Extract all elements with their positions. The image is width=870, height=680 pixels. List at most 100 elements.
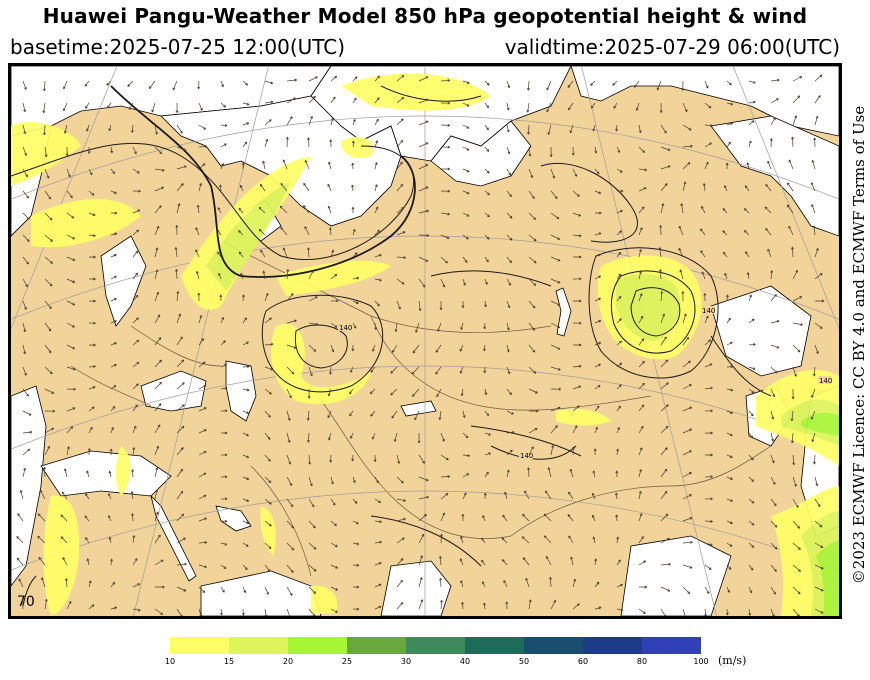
wind-arrow: [217, 251, 222, 258]
wind-arrow: [330, 96, 336, 104]
wind-arrow: [567, 514, 574, 522]
wind-arrow: [396, 602, 404, 610]
wind-arrow: [638, 469, 642, 478]
wind-arrow: [329, 366, 332, 375]
wind-arrow: [374, 520, 382, 524]
wind-arrow: [329, 139, 333, 148]
wind-arrow: [682, 384, 692, 390]
wind-arrow: [303, 205, 310, 214]
wind-arrow: [17, 513, 24, 522]
wind-arrow: [550, 445, 555, 456]
wind-arrow: [242, 102, 250, 106]
wind-arrow: [638, 206, 645, 214]
wind-arrow: [594, 232, 602, 236]
wind-arrow: [264, 388, 272, 395]
wind-arrow: [307, 137, 310, 148]
wind-arrow: [22, 388, 29, 397]
wind-arrow: [242, 520, 250, 525]
wind-arrow: [154, 381, 162, 390]
wind-arrow: [131, 469, 135, 478]
wind-arrow: [484, 452, 491, 456]
wind-arrow: [241, 608, 245, 616]
wind-arrow: [525, 577, 530, 588]
wind-arrow: [660, 165, 671, 170]
wind-arrow: [682, 102, 688, 113]
wind-arrow: [616, 427, 620, 434]
wind-arrow: [241, 162, 245, 170]
wind-arrow: [44, 388, 55, 394]
wind-arrow: [44, 366, 53, 375]
wind-arrow: [412, 344, 420, 354]
wind-arrow: [590, 102, 596, 109]
wind-arrow: [286, 366, 295, 375]
wind-arrow: [110, 363, 117, 368]
wind-arrow: [369, 388, 376, 395]
wind-arrow: [308, 520, 316, 529]
wind-arrow: [242, 388, 250, 392]
license-text: ©2023 ECMWF Licence: CC BY 4.0 and ECMWF…: [850, 105, 868, 585]
wind-arrow: [484, 388, 488, 396]
wind-arrow: [88, 426, 93, 434]
wind-arrow: [128, 102, 134, 110]
wind-arrow: [132, 447, 136, 456]
wind-arrow: [110, 606, 118, 610]
wind-arrow: [242, 542, 249, 547]
wind-arrow: [528, 344, 536, 353]
wind-arrow: [748, 586, 753, 594]
wind-arrow: [88, 277, 96, 281]
wind-arrow: [572, 212, 582, 217]
wind-arrow: [682, 608, 687, 616]
wind-arrow: [264, 586, 269, 595]
contour-label: 140: [819, 377, 832, 385]
wind-arrow: [616, 168, 623, 173]
wind-arrow: [350, 366, 354, 373]
wind-arrow: [613, 102, 618, 109]
wind-arrow: [242, 564, 248, 571]
wind-arrow: [725, 608, 729, 616]
wind-arrow: [682, 586, 691, 595]
wind-arrow: [198, 182, 202, 192]
wind-arrow: [155, 585, 165, 589]
wind-arrow: [462, 102, 470, 107]
wind-arrow: [418, 300, 422, 312]
wind-arrow: [484, 234, 490, 240]
wind-arrow: [521, 536, 530, 544]
wind-arrow: [528, 427, 538, 434]
wind-arrow: [412, 388, 420, 397]
wind-arrow: [770, 498, 777, 507]
wind-arrow: [461, 602, 464, 610]
wind-arrow: [351, 454, 355, 462]
wind-arrow: [568, 535, 574, 544]
wind-arrow: [770, 117, 776, 126]
wind-arrow: [459, 558, 464, 566]
wind-arrow: [374, 253, 382, 258]
wind-arrow: [198, 429, 207, 434]
wind-arrow: [440, 123, 451, 127]
wind-arrow: [396, 96, 405, 104]
wind-arrow: [176, 490, 184, 500]
wind-arrow: [746, 162, 750, 170]
wind-arrow: [814, 608, 824, 614]
wind-arrow: [198, 384, 207, 390]
colorbar-ticks: 10 15 20 25 30 40 50 60 80 100: [165, 657, 710, 669]
colorbar-tick-label: 40: [459, 657, 471, 666]
wind-arrow: [391, 344, 398, 353]
wind-arrow: [726, 122, 734, 126]
wind-arrow: [594, 253, 602, 258]
wind-arrow: [154, 424, 161, 434]
wind-arrow: [746, 272, 750, 280]
wind-arrow: [550, 425, 558, 434]
wind-arrow: [726, 102, 734, 106]
wind-arrow: [572, 364, 582, 368]
wind-arrow: [42, 102, 46, 114]
wind-arrow: [16, 536, 24, 544]
wind-arrow: [154, 186, 165, 192]
wind-arrow: [814, 498, 821, 508]
wind-arrow: [722, 208, 728, 214]
wind-arrow: [374, 322, 378, 330]
colorbar-tick-label: 10: [164, 657, 176, 666]
wind-arrow: [330, 608, 338, 613]
wind-arrow: [744, 185, 750, 192]
wind-arrow: [814, 322, 823, 329]
wind-arrow: [286, 454, 292, 465]
